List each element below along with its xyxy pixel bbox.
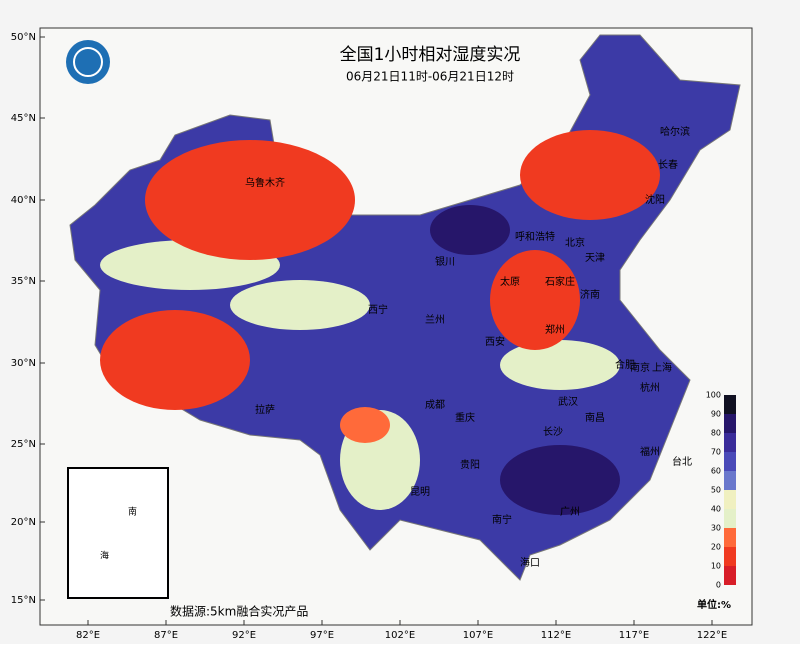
lon-label: 112°E xyxy=(541,630,571,641)
lon-label: 87°E xyxy=(154,630,178,641)
city-label: 拉萨 xyxy=(255,403,275,416)
legend-tick: 80 xyxy=(711,429,721,438)
lat-label: 25°N xyxy=(11,439,36,450)
legend-tick: 30 xyxy=(711,524,721,533)
legend-swatch xyxy=(724,528,736,547)
city-label: 银川 xyxy=(435,255,455,268)
source: 数据源:5km融合实况产品 xyxy=(170,604,308,619)
lat-label: 30°N xyxy=(11,358,36,369)
city-label: 沈阳 xyxy=(645,193,665,206)
legend-swatch xyxy=(724,395,736,414)
legend-swatch xyxy=(724,490,736,509)
city-label: 台北 xyxy=(672,455,692,468)
subtitle: 06月21日11时-06月21日12时 xyxy=(346,70,514,84)
legend-tick: 60 xyxy=(711,467,721,476)
city-label: 济南 xyxy=(580,288,600,301)
lat-label: 20°N xyxy=(11,517,36,528)
city-label: 兰州 xyxy=(425,313,445,326)
city-label: 天津 xyxy=(585,252,605,264)
legend-tick: 90 xyxy=(711,410,721,419)
city-label: 呼和浩特 xyxy=(515,231,555,243)
logo xyxy=(66,40,110,84)
legend-swatch xyxy=(724,433,736,452)
humidity-areas xyxy=(100,130,660,515)
legend-unit: 单位:% xyxy=(697,598,731,611)
title: 全国1小时相对湿度实况 xyxy=(340,45,521,65)
legend-tick: 50 xyxy=(711,486,721,495)
legend-swatch xyxy=(724,509,736,528)
inset-label: 海 xyxy=(100,550,109,562)
lat-label: 50°N xyxy=(11,32,36,43)
city-label: 北京 xyxy=(565,236,585,249)
city-label: 西安 xyxy=(485,335,505,348)
city-label: 哈尔滨 xyxy=(660,125,690,138)
lat-label: 40°N xyxy=(11,195,36,206)
lon-label: 107°E xyxy=(463,630,493,641)
inset-label: 南 xyxy=(128,506,137,518)
legend-tick: 100 xyxy=(706,391,721,400)
legend-tick: 10 xyxy=(711,562,721,571)
legend-tick: 0 xyxy=(716,581,721,590)
city-label: 郑州 xyxy=(545,323,565,336)
city-label: 杭州 xyxy=(640,381,660,394)
legend-swatch xyxy=(724,414,736,433)
lon-label: 82°E xyxy=(76,630,100,641)
legend-tick: 70 xyxy=(711,448,721,457)
lon-label: 92°E xyxy=(232,630,256,641)
city-label: 成都 xyxy=(425,399,445,411)
city-label: 合肥 xyxy=(615,358,635,371)
city-label: 南宁 xyxy=(492,513,512,526)
legend-tick: 40 xyxy=(711,505,721,514)
inset-frame xyxy=(67,467,169,599)
lon-label: 117°E xyxy=(619,630,649,641)
city-label: 贵阳 xyxy=(460,458,480,471)
lon-label: 102°E xyxy=(385,630,415,641)
city-label: 海口 xyxy=(520,556,540,569)
lon-label: 97°E xyxy=(310,630,334,641)
legend-swatch xyxy=(724,566,736,585)
city-label: 福州 xyxy=(640,445,660,458)
city-label: 太原 xyxy=(500,275,520,288)
city-label: 重庆 xyxy=(455,411,475,424)
lon-label: 122°E xyxy=(697,630,727,641)
city-label: 南京 xyxy=(630,361,650,374)
lat-label: 15°N xyxy=(11,595,36,606)
city-label: 石家庄 xyxy=(545,275,575,288)
legend-tick: 20 xyxy=(711,543,721,552)
city-label: 南昌 xyxy=(585,411,605,424)
legend-swatch xyxy=(724,452,736,471)
city-label: 长春 xyxy=(658,159,678,171)
lat-label: 35°N xyxy=(11,276,36,287)
legend-swatch xyxy=(724,471,736,490)
city-label: 长沙 xyxy=(543,426,563,438)
city-label: 西宁 xyxy=(368,303,388,316)
legend-swatch xyxy=(724,547,736,566)
city-label: 武汉 xyxy=(558,395,578,408)
city-label: 上海 xyxy=(652,361,672,374)
city-label: 乌鲁木齐 xyxy=(245,176,285,189)
logo-ring xyxy=(73,47,103,77)
city-label: 广州 xyxy=(560,506,580,518)
city-label: 昆明 xyxy=(410,486,430,498)
lat-label: 45°N xyxy=(11,113,36,124)
